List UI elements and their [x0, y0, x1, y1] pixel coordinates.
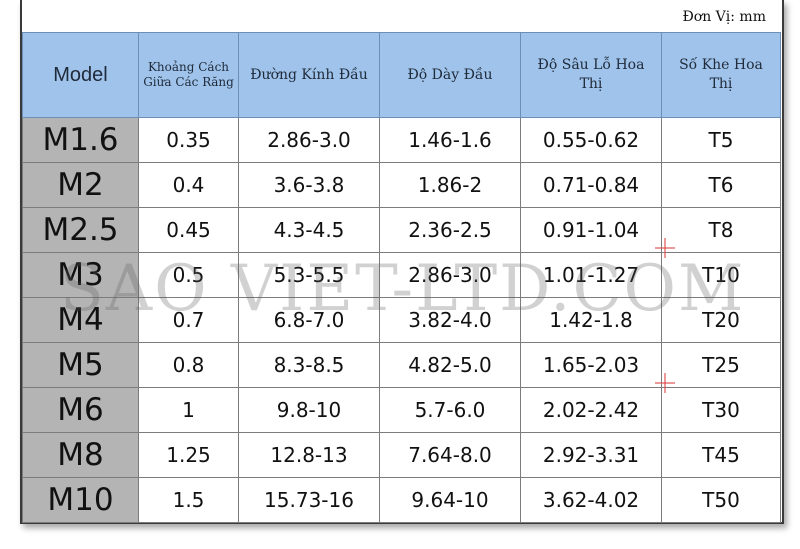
head-thickness-cell: 1.86-2 — [379, 162, 521, 208]
model-cell: M1.6 — [22, 117, 139, 163]
pitch-cell: 0.5 — [138, 252, 239, 298]
model-cell: M6 — [22, 387, 139, 433]
head-thickness-cell: 2.36-2.5 — [379, 207, 521, 253]
head-diameter-cell: 5.3-5.5 — [238, 252, 380, 298]
model-cell: M3 — [22, 252, 139, 298]
recess-depth-cell: 2.02-2.42 — [520, 387, 662, 433]
torx-size-cell: T45 — [661, 432, 781, 478]
torx-size-cell: T5 — [661, 117, 781, 163]
head-thickness-cell: 1.46-1.6 — [379, 117, 521, 163]
torx-size-cell: T20 — [661, 297, 781, 343]
header-pitch: Khoảng Cách Giữa Các Răng — [138, 32, 239, 118]
torx-size-cell: T30 — [661, 387, 781, 433]
model-cell: M10 — [22, 477, 139, 523]
recess-depth-cell: 0.55-0.62 — [520, 117, 662, 163]
pitch-cell: 0.7 — [138, 297, 239, 343]
recess-depth-cell: 2.92-3.31 — [520, 432, 662, 478]
head-diameter-cell: 9.8-10 — [238, 387, 380, 433]
table-row: M4 0.7 6.8-7.0 3.82-4.0 1.42-1.8 T20 — [22, 297, 781, 343]
pitch-cell: 1 — [138, 387, 239, 433]
pitch-cell: 0.4 — [138, 162, 239, 208]
table-row: M2 0.4 3.6-3.8 1.86-2 0.71-0.84 T6 — [22, 162, 781, 208]
head-diameter-cell: 4.3-4.5 — [238, 207, 380, 253]
model-cell: M2 — [22, 162, 139, 208]
torx-size-cell: T50 — [661, 477, 781, 523]
unit-label: Đơn Vị: mm — [682, 9, 766, 25]
table-row: M5 0.8 8.3-8.5 4.82-5.0 1.65-2.03 T25 — [22, 342, 781, 388]
head-diameter-cell: 8.3-8.5 — [238, 342, 380, 388]
pitch-cell: 0.35 — [138, 117, 239, 163]
header-torx-size: Số Khe Hoa Thị — [661, 32, 781, 118]
pitch-cell: 0.8 — [138, 342, 239, 388]
head-diameter-cell: 3.6-3.8 — [238, 162, 380, 208]
pitch-cell: 1.5 — [138, 477, 239, 523]
head-thickness-cell: 4.82-5.0 — [379, 342, 521, 388]
table-row: M1.6 0.35 2.86-3.0 1.46-1.6 0.55-0.62 T5 — [22, 117, 781, 163]
table-row: M6 1 9.8-10 5.7-6.0 2.02-2.42 T30 — [22, 387, 781, 433]
head-thickness-cell: 9.64-10 — [379, 477, 521, 523]
torx-size-cell: T6 — [661, 162, 781, 208]
table-header-row: Model Khoảng Cách Giữa Các Răng Đường Kí… — [22, 32, 781, 118]
table-row: M2.5 0.45 4.3-4.5 2.36-2.5 0.91-1.04 T8 — [22, 207, 781, 253]
recess-depth-cell: 3.62-4.02 — [520, 477, 662, 523]
torx-size-cell: T8 — [661, 207, 781, 253]
head-diameter-cell: 12.8-13 — [238, 432, 380, 478]
head-diameter-cell: 2.86-3.0 — [238, 117, 380, 163]
head-thickness-cell: 3.82-4.0 — [379, 297, 521, 343]
head-diameter-cell: 6.8-7.0 — [238, 297, 380, 343]
head-diameter-cell: 15.73-16 — [238, 477, 380, 523]
head-thickness-cell: 5.7-6.0 — [379, 387, 521, 433]
head-thickness-cell: 2.86-3.0 — [379, 252, 521, 298]
recess-depth-cell: 0.71-0.84 — [520, 162, 662, 208]
header-head-thickness: Độ Dày Đầu — [379, 32, 521, 118]
recess-depth-cell: 1.01-1.27 — [520, 252, 662, 298]
screw-spec-table: Model Khoảng Cách Giữa Các Răng Đường Kí… — [22, 32, 781, 523]
header-head-diameter: Đường Kính Đầu — [238, 32, 380, 118]
model-cell: M2.5 — [22, 207, 139, 253]
torx-size-cell: T25 — [661, 342, 781, 388]
torx-size-cell: T10 — [661, 252, 781, 298]
table-row: M3 0.5 5.3-5.5 2.86-3.0 1.01-1.27 T10 — [22, 252, 781, 298]
head-thickness-cell: 7.64-8.0 — [379, 432, 521, 478]
recess-depth-cell: 1.42-1.8 — [520, 297, 662, 343]
pitch-cell: 1.25 — [138, 432, 239, 478]
recess-depth-cell: 1.65-2.03 — [520, 342, 662, 388]
header-recess-depth: Độ Sâu Lỗ Hoa Thị — [520, 32, 662, 118]
header-model: Model — [22, 32, 139, 118]
pitch-cell: 0.45 — [138, 207, 239, 253]
table-row: M8 1.25 12.8-13 7.64-8.0 2.92-3.31 T45 — [22, 432, 781, 478]
recess-depth-cell: 0.91-1.04 — [520, 207, 662, 253]
model-cell: M5 — [22, 342, 139, 388]
model-cell: M8 — [22, 432, 139, 478]
model-cell: M4 — [22, 297, 139, 343]
table-row: M10 1.5 15.73-16 9.64-10 3.62-4.02 T50 — [22, 477, 781, 523]
